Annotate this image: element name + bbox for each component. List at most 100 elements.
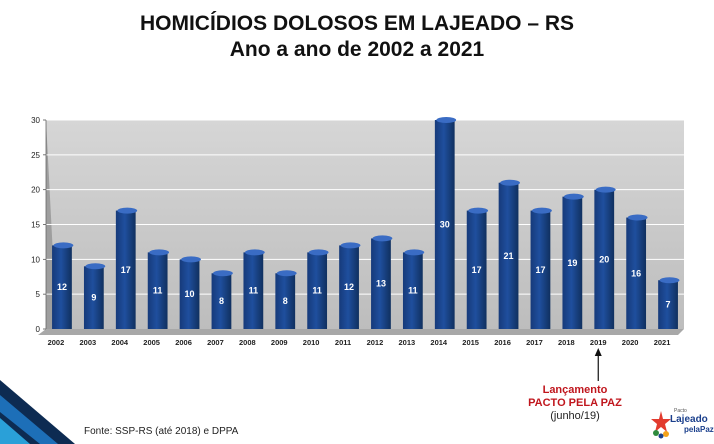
y-tick-label: 30: [31, 116, 40, 125]
bar: [402, 252, 423, 329]
x-tick-label: 2010: [303, 338, 320, 347]
bar: [115, 210, 136, 329]
x-tick-label: 2004: [111, 338, 129, 347]
bar-top: [563, 193, 584, 200]
y-tick-label: 25: [31, 151, 40, 160]
bar-top: [500, 179, 520, 186]
source-note: Fonte: SSP-RS (até 2018) e DPPA: [84, 426, 239, 437]
bar-top: [308, 249, 329, 256]
x-tick-label: 2008: [239, 338, 256, 347]
bar-top: [53, 242, 74, 249]
bar-top: [149, 249, 170, 256]
bar: [434, 120, 455, 329]
y-tick-label: 15: [31, 221, 40, 230]
bar: [530, 210, 551, 329]
bar: [498, 182, 519, 329]
bar: [275, 273, 296, 329]
data-label: 17: [121, 265, 131, 275]
data-label: 17: [472, 265, 482, 275]
bar: [179, 259, 200, 329]
data-label: 19: [567, 258, 577, 268]
x-tick-label: 2018: [558, 338, 575, 347]
data-label: 13: [376, 279, 386, 289]
bar: [562, 196, 583, 329]
x-tick-label: 2012: [367, 338, 384, 347]
bar: [243, 252, 264, 329]
star-people-icon: [651, 411, 671, 439]
y-tick-label: 0: [36, 325, 41, 334]
bar: [307, 252, 328, 329]
x-tick-label: 2002: [48, 338, 65, 347]
bar-top: [436, 117, 457, 123]
data-label: 12: [57, 282, 67, 292]
x-tick-label: 2021: [654, 338, 671, 347]
chart-title: HOMICÍDIOS DOLOSOS EM LAJEADO – RS: [139, 12, 575, 35]
x-tick-label: 2011: [335, 338, 351, 347]
annotation-line1: Lançamento: [542, 384, 608, 396]
bar: [147, 252, 168, 329]
bar: [83, 266, 104, 329]
x-tick-label: 2017: [526, 338, 543, 347]
bar-top: [404, 249, 425, 256]
data-label: 12: [344, 282, 354, 292]
data-label: 8: [219, 296, 224, 306]
data-label: 20: [599, 254, 609, 264]
data-label: 30: [440, 220, 450, 230]
x-tick-label: 2019: [590, 338, 607, 347]
bar-top: [244, 249, 265, 256]
annotation-arrowhead: [594, 348, 602, 356]
bar-top: [181, 256, 201, 263]
data-label: 10: [185, 289, 195, 299]
bar: [594, 189, 615, 329]
x-tick-label: 2014: [430, 338, 448, 347]
x-tick-label: 2013: [399, 338, 416, 347]
data-label: 21: [504, 251, 514, 261]
x-tick-label: 2003: [80, 338, 97, 347]
logo-small-text: Pacto: [674, 408, 687, 414]
bar-top: [213, 270, 233, 277]
x-tick-label: 2015: [462, 338, 479, 347]
data-label: 16: [631, 268, 641, 278]
annotation-line2: PACTO PELA PAZ: [528, 397, 622, 409]
bar-top: [117, 207, 138, 214]
x-tick-label: 2005: [143, 338, 160, 347]
annotation-line3: (junho/19): [550, 410, 600, 422]
data-label: 11: [249, 286, 259, 296]
bar: [658, 280, 678, 329]
bar: [52, 245, 72, 329]
y-tick-label: 10: [31, 255, 40, 264]
bar: [466, 210, 487, 329]
bar-top: [276, 270, 297, 277]
logo-sub-text: pelaPaz: [684, 425, 714, 434]
bar-top: [372, 235, 393, 242]
bar: [626, 217, 647, 329]
bar: [371, 238, 391, 329]
bar-top: [340, 242, 361, 249]
bar-top: [659, 277, 680, 284]
y-tick-label: 5: [36, 290, 41, 299]
x-tick-label: 2009: [271, 338, 288, 347]
x-tick-label: 2016: [494, 338, 511, 347]
data-label: 8: [283, 296, 288, 306]
bar-top: [595, 186, 616, 193]
bar-top: [468, 207, 489, 214]
logo-main-text: Lajeado: [670, 414, 708, 425]
data-label: 11: [153, 286, 163, 296]
x-tick-label: 2020: [622, 338, 639, 347]
chart-subtitle: Ano a ano de 2002 a 2021: [229, 38, 485, 61]
data-label: 11: [312, 286, 322, 296]
x-tick-label: 2006: [175, 338, 192, 347]
bar: [211, 273, 232, 329]
bar-top: [532, 207, 552, 214]
logo: Pacto Lajeado pelaPaz: [650, 405, 714, 441]
x-tick-label: 2007: [207, 338, 224, 347]
data-label: 17: [535, 265, 545, 275]
bar-top: [85, 263, 106, 270]
data-label: 7: [666, 300, 671, 310]
y-tick-label: 20: [31, 186, 40, 195]
bar: [339, 245, 359, 329]
data-label: 11: [408, 286, 418, 296]
chart-floor: [38, 329, 684, 335]
bar-top: [627, 214, 648, 221]
